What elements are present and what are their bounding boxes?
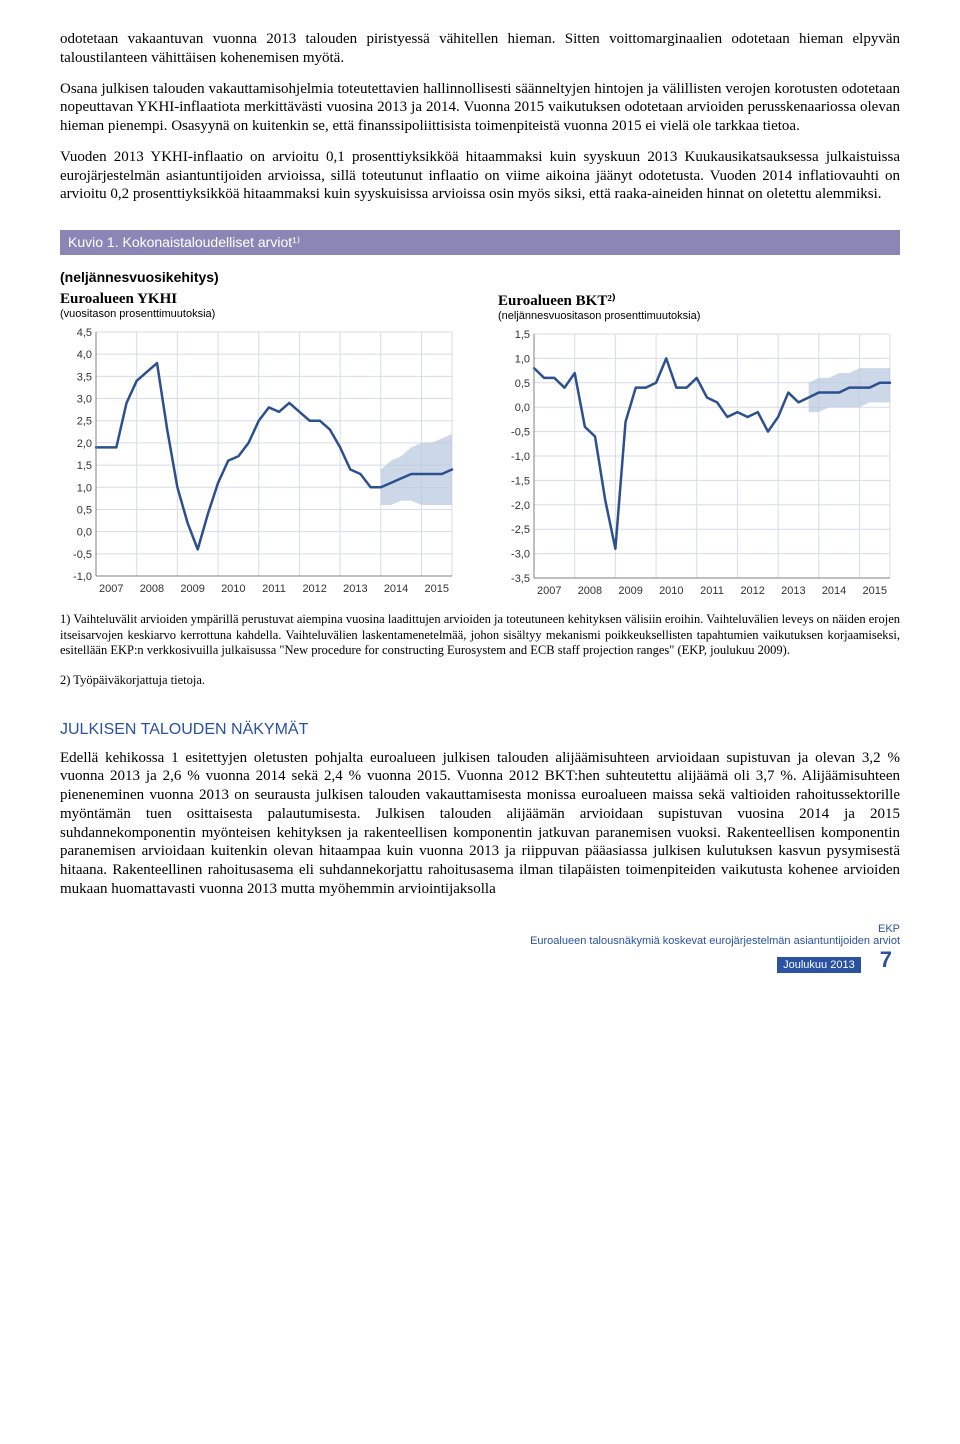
svg-text:0,0: 0,0 [77,527,92,539]
chart-right-col: Euroalueen BKT²⁾ (neljännesvuositason pr… [498,291,900,598]
svg-text:1,5: 1,5 [515,329,530,341]
svg-text:1,0: 1,0 [515,353,530,365]
svg-text:-0,5: -0,5 [511,427,530,439]
svg-text:-1,5: -1,5 [511,475,530,487]
svg-text:-1,0: -1,0 [511,451,530,463]
chart-left-col: Euroalueen YKHI (vuositason prosenttimuu… [60,291,462,598]
svg-text:2008: 2008 [578,585,602,597]
footer: EKP Euroalueen talousnäkymiä koskevat eu… [60,923,900,973]
svg-text:2,5: 2,5 [77,416,92,428]
chart2-title: Euroalueen BKT²⁾ [498,291,900,310]
svg-text:2007: 2007 [537,585,561,597]
svg-text:2,0: 2,0 [77,438,92,450]
svg-text:-0,5: -0,5 [73,549,92,561]
svg-text:-1,0: -1,0 [73,571,92,583]
svg-text:2007: 2007 [99,583,123,595]
svg-text:2012: 2012 [302,583,326,595]
figure-subhead: (neljännesvuosikehitys) [60,269,900,285]
svg-text:1,5: 1,5 [77,460,92,472]
footer-line2: Euroalueen talousnäkymiä koskevat eurojä… [530,935,900,947]
svg-text:2015: 2015 [863,585,887,597]
svg-text:2010: 2010 [221,583,245,595]
svg-text:-2,0: -2,0 [511,500,530,512]
figure-note-2: 2) Työpäiväkorjattuja tietoja. [60,673,900,689]
svg-text:1,0: 1,0 [77,482,92,494]
figure-note-1: 1) Vaihteluvälit arvioiden ympärillä per… [60,612,900,659]
svg-text:3,0: 3,0 [77,394,92,406]
charts-row: Euroalueen YKHI (vuositason prosenttimuu… [60,291,900,598]
chart1-subtitle: (vuositason prosenttimuutoksia) [60,308,462,320]
footer-line1: EKP [530,923,900,935]
chart2-subtitle: (neljännesvuositason prosenttimuutoksia) [498,310,900,322]
svg-text:2011: 2011 [262,583,286,595]
svg-text:-3,0: -3,0 [511,549,530,561]
page-number: 7 [872,947,900,973]
svg-text:2008: 2008 [140,583,164,595]
svg-text:3,5: 3,5 [77,371,92,383]
svg-text:0,5: 0,5 [515,378,530,390]
svg-text:2010: 2010 [659,585,683,597]
svg-text:2015: 2015 [425,583,449,595]
svg-text:2009: 2009 [618,585,642,597]
svg-text:4,0: 4,0 [77,349,92,361]
figure-caption-bar: Kuvio 1. Kokonaistaloudelliset arviot¹⁾ [60,230,900,255]
svg-text:2013: 2013 [781,585,805,597]
svg-text:-3,5: -3,5 [511,573,530,585]
svg-text:2009: 2009 [180,583,204,595]
chart1-svg: -1,0 -0,5 0,0 0,5 1,0 1,5 2,0 2,5 3,0 3,5 4,0 4,5 20… [60,326,460,596]
footer-line3: Joulukuu 2013 [777,957,861,973]
svg-text:4,5: 4,5 [77,327,92,339]
paragraph-2: Osana julkisen talouden vakauttamisohjel… [60,80,900,136]
svg-text:2014: 2014 [822,585,846,597]
chart1-title: Euroalueen YKHI [60,291,462,308]
svg-text:2011: 2011 [700,585,724,597]
svg-text:2012: 2012 [740,585,764,597]
paragraph-3: Vuoden 2013 YKHI-inflaatio on arvioitu 0… [60,148,900,204]
paragraph-1: odotetaan vakaantuvan vuonna 2013 taloud… [60,30,900,68]
section-title: JULKISEN TALOUDEN NÄKYMÄT [60,721,900,739]
svg-text:2013: 2013 [343,583,367,595]
svg-text:0,0: 0,0 [515,402,530,414]
chart2-svg: -3,5 -3,0 -2,5 -2,0 -1,5 -1,0 -0,5 0,0 0,5 1,0 1,5… [498,328,898,598]
svg-text:2014: 2014 [384,583,408,595]
paragraph-4: Edellä kehikossa 1 esitettyjen oletusten… [60,749,900,899]
svg-text:0,5: 0,5 [77,504,92,516]
svg-text:-2,5: -2,5 [511,524,530,536]
